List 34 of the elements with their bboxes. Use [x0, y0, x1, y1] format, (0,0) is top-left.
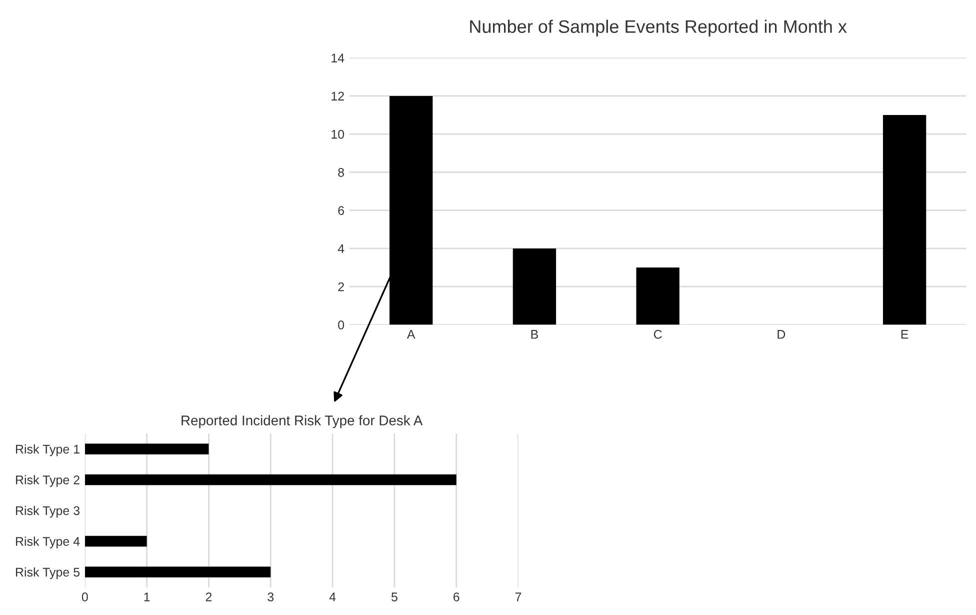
- y-tick-label: Risk Type 1: [16, 444, 80, 456]
- x-tick-label: 5: [391, 592, 398, 602]
- y-tick-label: 8: [338, 168, 344, 177]
- y-tick-label: 10: [332, 130, 344, 139]
- chart-title: Reported Incident Risk Type for Desk A: [182, 415, 423, 428]
- x-tick-label: 6: [454, 592, 460, 602]
- y-tick-label: Risk Type 2: [16, 475, 80, 487]
- bar: [84, 474, 456, 486]
- y-tick-label: 12: [332, 92, 344, 100]
- x-tick-label: A: [406, 330, 416, 339]
- bar: [84, 536, 147, 547]
- bar: [882, 115, 926, 325]
- y-tick-label: Risk Type 4: [16, 536, 80, 548]
- x-tick-label: E: [901, 330, 908, 339]
- y-tick-label: Risk Type 5: [16, 567, 80, 580]
- y-tick-label: 4: [338, 244, 344, 253]
- chart-title: Number of Sample Events Reported in Month x: [470, 20, 847, 37]
- bar: [512, 248, 556, 325]
- x-tick-label: C: [654, 330, 662, 339]
- y-tick-label: 2: [338, 282, 344, 292]
- y-tick-label: 14: [332, 54, 344, 62]
- y-tick-label: 6: [338, 206, 344, 215]
- y-tick-label: 0: [338, 320, 344, 330]
- bar: [84, 566, 271, 578]
- x-tick-label: 0: [82, 592, 88, 602]
- x-tick-label: 1: [144, 592, 150, 602]
- x-tick-label: D: [778, 330, 786, 339]
- x-tick-label: 2: [206, 592, 212, 602]
- x-tick-label: 7: [515, 592, 522, 602]
- bar: [636, 268, 680, 325]
- x-tick-label: 3: [268, 592, 274, 602]
- x-tick-label: B: [531, 330, 538, 339]
- bar: [84, 444, 209, 454]
- y-tick-label: Risk Type 3: [16, 506, 80, 518]
